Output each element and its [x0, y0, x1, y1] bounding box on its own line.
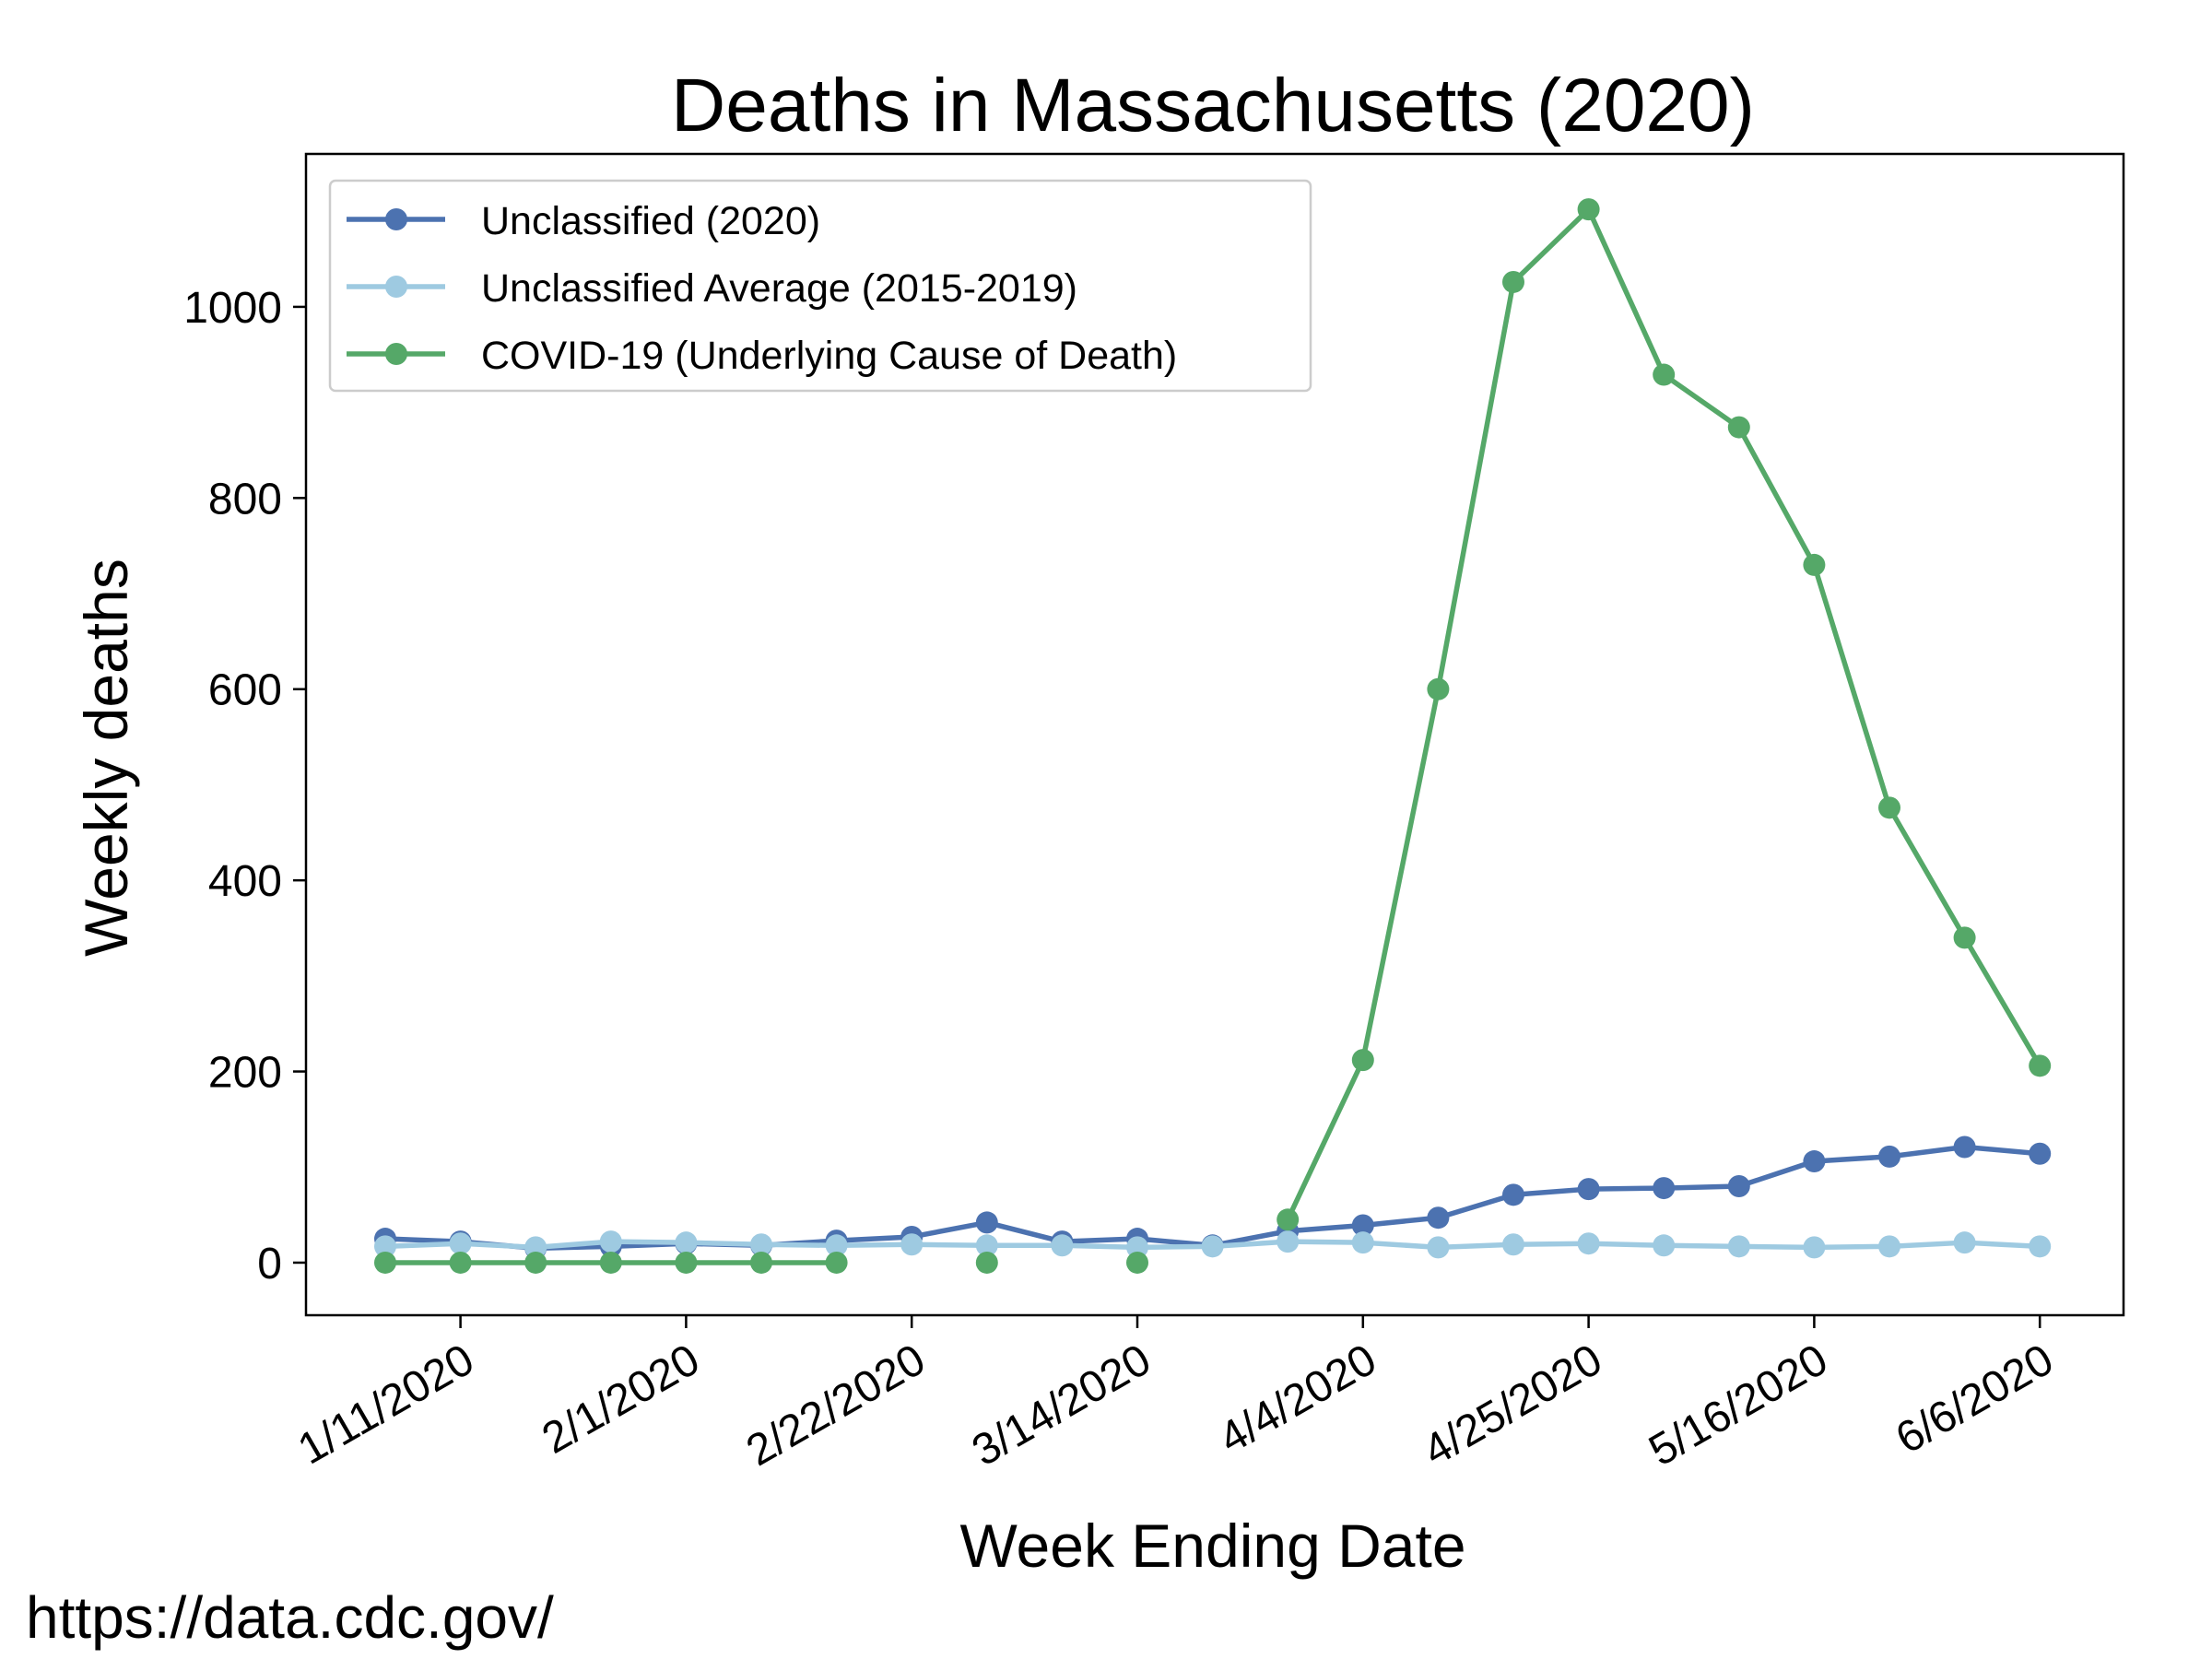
data-point-series-2 [599, 1230, 622, 1253]
data-point-series-3 [975, 1251, 998, 1274]
data-point-series-3 [1427, 677, 1450, 700]
x-tick-label: 2/22/2020 [738, 1335, 933, 1477]
data-point-series-1 [1653, 1177, 1676, 1200]
data-point-series-2 [750, 1233, 772, 1256]
y-tick-label: 200 [208, 1049, 282, 1098]
series-line-3 [1285, 206, 2042, 1221]
data-point-series-2 [1803, 1236, 1826, 1259]
data-point-series-2 [1953, 1231, 1976, 1254]
data-point-series-3 [599, 1251, 622, 1274]
data-point-series-1 [1803, 1150, 1826, 1173]
legend-label: COVID-19 (Underlying Cause of Death) [481, 334, 1177, 378]
data-point-series-2 [1126, 1236, 1148, 1259]
data-point-series-2 [2029, 1235, 2052, 1258]
data-point-series-2 [975, 1234, 998, 1257]
data-point-series-3 [750, 1251, 772, 1274]
data-point-series-1 [2029, 1142, 2052, 1165]
data-point-series-3 [1502, 270, 1524, 293]
y-tick-label: 600 [208, 666, 282, 715]
data-point-series-2 [374, 1235, 396, 1258]
data-point-series-2 [1427, 1236, 1450, 1259]
data-point-series-2 [1878, 1235, 1900, 1258]
data-point-series-2 [675, 1231, 698, 1254]
data-point-series-1 [1953, 1135, 1976, 1159]
legend-marker-3 [385, 343, 407, 365]
data-point-series-3 [1653, 363, 1676, 386]
data-point-series-3 [524, 1251, 547, 1274]
legend: Unclassified (2020) Unclassified Average … [328, 179, 1312, 393]
data-point-series-1 [1727, 1175, 1750, 1197]
y-tick-label: 1000 [183, 284, 282, 333]
x-tick-label: 3/14/2020 [964, 1335, 1159, 1477]
x-tick-label: 5/16/2020 [1641, 1335, 1835, 1477]
legend-box [328, 179, 1312, 393]
data-point-series-1 [1351, 1214, 1374, 1237]
source-url: https://data.cdc.gov/ [26, 1584, 554, 1651]
data-point-series-2 [1051, 1234, 1074, 1257]
data-point-series-3 [2029, 1054, 2052, 1077]
data-point-series-3 [449, 1251, 472, 1274]
data-point-series-3 [1577, 198, 1600, 221]
data-point-series-3 [1277, 1208, 1300, 1231]
x-tick-label: 4/25/2020 [1416, 1335, 1610, 1477]
data-point-series-2 [900, 1233, 924, 1256]
data-point-series-2 [825, 1234, 848, 1257]
series-line-1 [384, 1144, 2041, 1252]
data-point-series-3 [1126, 1251, 1148, 1274]
data-point-series-3 [1878, 796, 1900, 819]
data-point-series-1 [1878, 1145, 1900, 1168]
x-tick-label: 2/1/2020 [535, 1335, 708, 1464]
plot-frame [304, 152, 2125, 1317]
data-point-series-1 [1427, 1206, 1450, 1230]
data-point-series-3 [1803, 553, 1826, 576]
legend-marker-2 [385, 276, 407, 298]
data-point-series-2 [1201, 1235, 1224, 1258]
data-point-series-3 [1351, 1049, 1374, 1072]
data-point-series-3 [675, 1251, 698, 1274]
data-point-series-2 [1351, 1231, 1374, 1254]
y-axis-label: Weekly deaths [72, 559, 140, 957]
data-point-series-2 [1727, 1235, 1750, 1258]
y-tick-label: 800 [208, 475, 282, 524]
data-point-series-2 [524, 1236, 547, 1259]
x-tick-label: 6/6/2020 [1888, 1335, 2061, 1464]
data-point-series-1 [1502, 1183, 1524, 1206]
legend-marker-1 [385, 208, 407, 230]
data-point-series-2 [1277, 1230, 1300, 1253]
x-axis-label: Week Ending Date [959, 1512, 1465, 1580]
data-point-series-1 [975, 1211, 998, 1234]
data-point-series-2 [449, 1232, 472, 1255]
x-tick-label: 1/11/2020 [290, 1335, 482, 1475]
legend-label: Unclassified (2020) [481, 199, 820, 243]
y-tick-label: 0 [257, 1240, 282, 1288]
chart-title: Deaths in Massachusetts (2020) [671, 64, 1755, 147]
data-point-series-3 [1953, 926, 1976, 949]
data-point-series-3 [374, 1251, 396, 1274]
data-point-series-1 [1577, 1178, 1600, 1201]
data-point-series-2 [1577, 1232, 1600, 1255]
x-tick-label: 4/4/2020 [1211, 1335, 1384, 1464]
data-point-series-2 [1502, 1233, 1524, 1256]
data-point-series-3 [825, 1251, 848, 1274]
legend-label: Unclassified Average (2015-2019) [481, 266, 1077, 311]
data-point-series-3 [1727, 416, 1750, 439]
y-tick-label: 400 [208, 857, 282, 906]
data-point-series-2 [1653, 1234, 1676, 1257]
